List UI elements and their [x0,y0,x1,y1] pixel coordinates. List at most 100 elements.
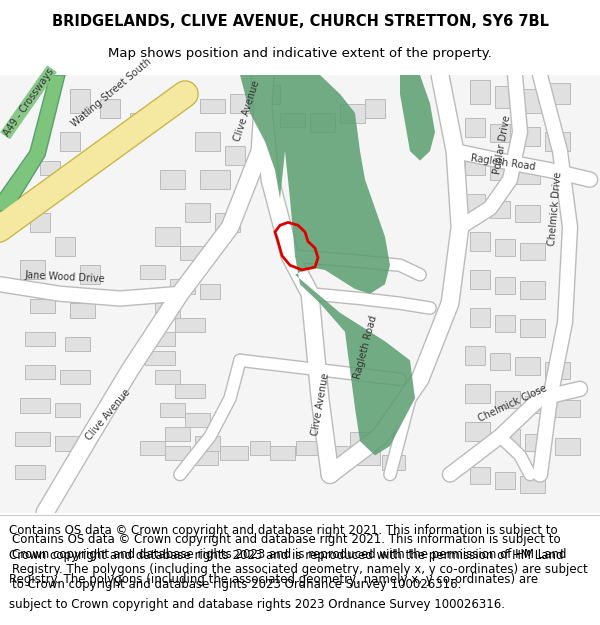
Polygon shape [270,446,295,460]
Polygon shape [470,270,490,289]
Polygon shape [30,213,50,232]
Polygon shape [495,277,515,294]
Polygon shape [40,161,60,175]
Polygon shape [545,132,570,151]
Text: Clive Avenue: Clive Avenue [232,79,262,142]
Polygon shape [470,308,490,327]
Polygon shape [555,400,580,418]
Text: subject to Crown copyright and database rights 2023 Ordnance Survey 100026316.: subject to Crown copyright and database … [9,598,505,611]
Polygon shape [520,243,545,261]
Polygon shape [465,156,485,175]
Polygon shape [545,82,570,104]
Polygon shape [70,303,95,318]
Polygon shape [515,357,540,374]
Polygon shape [160,403,185,418]
Polygon shape [490,201,510,217]
Polygon shape [400,75,435,161]
Polygon shape [495,86,515,108]
Polygon shape [525,434,550,451]
Polygon shape [170,279,195,294]
Polygon shape [200,99,225,113]
Polygon shape [220,446,248,460]
Polygon shape [175,318,205,332]
Polygon shape [490,352,510,370]
Polygon shape [495,239,515,256]
Polygon shape [140,441,165,456]
Polygon shape [280,113,305,128]
Text: Poplar Drive: Poplar Drive [492,114,512,175]
Polygon shape [155,227,180,246]
Polygon shape [160,170,185,189]
Polygon shape [15,432,50,446]
Polygon shape [140,265,165,279]
Polygon shape [470,467,490,484]
Polygon shape [180,246,210,261]
Polygon shape [520,319,545,336]
Polygon shape [155,370,180,384]
Polygon shape [490,162,510,179]
Polygon shape [495,391,520,408]
Polygon shape [470,232,490,251]
Polygon shape [330,446,355,460]
Polygon shape [185,203,210,222]
Text: Clive Avenue: Clive Avenue [84,388,132,442]
Polygon shape [495,314,515,332]
Polygon shape [145,332,175,346]
Polygon shape [165,427,190,441]
Polygon shape [55,436,80,451]
Text: Ragleth Road: Ragleth Road [470,152,536,172]
Polygon shape [285,75,415,456]
Polygon shape [465,194,485,213]
Polygon shape [100,99,120,118]
Polygon shape [225,146,245,166]
Polygon shape [190,451,218,465]
Polygon shape [80,265,100,284]
Text: Contains OS data © Crown copyright and database right 2021. This information is : Contains OS data © Crown copyright and d… [9,524,557,537]
Polygon shape [0,75,65,213]
Text: Watling Street South: Watling Street South [70,56,154,129]
Polygon shape [70,89,90,113]
Polygon shape [515,168,540,184]
Polygon shape [25,365,55,379]
Polygon shape [60,132,80,151]
Polygon shape [55,403,80,418]
Polygon shape [520,281,545,299]
Polygon shape [195,132,220,151]
Polygon shape [365,99,385,118]
Polygon shape [495,472,515,489]
Text: Map shows position and indicative extent of the property.: Map shows position and indicative extent… [108,48,492,61]
Polygon shape [296,441,320,456]
Polygon shape [165,446,190,460]
Polygon shape [155,303,180,318]
Polygon shape [495,429,520,446]
Polygon shape [230,94,255,113]
Polygon shape [520,89,545,113]
Polygon shape [465,384,490,403]
Polygon shape [545,362,570,379]
Polygon shape [200,170,230,189]
Polygon shape [60,370,90,384]
Polygon shape [525,396,550,412]
Polygon shape [65,336,90,351]
Text: BRIDGELANDS, CLIVE AVENUE, CHURCH STRETTON, SY6 7BL: BRIDGELANDS, CLIVE AVENUE, CHURCH STRETT… [52,14,548,29]
Polygon shape [470,80,490,104]
Polygon shape [350,432,375,446]
Polygon shape [255,84,280,104]
Polygon shape [15,465,45,479]
Polygon shape [130,113,155,132]
Polygon shape [215,213,240,232]
Polygon shape [200,284,220,299]
Text: Registry. The polygons (including the associated geometry, namely x, y co-ordina: Registry. The polygons (including the as… [9,573,538,586]
Polygon shape [382,456,405,470]
Polygon shape [490,124,510,142]
Text: Chelmick Drive: Chelmick Drive [547,171,563,246]
Polygon shape [175,384,205,398]
Polygon shape [465,422,490,441]
Polygon shape [25,332,55,346]
Text: Jane Wood Drive: Jane Wood Drive [25,269,106,284]
Polygon shape [145,351,175,365]
Polygon shape [195,436,220,451]
Polygon shape [515,127,540,146]
Polygon shape [515,205,540,222]
Polygon shape [465,118,485,137]
